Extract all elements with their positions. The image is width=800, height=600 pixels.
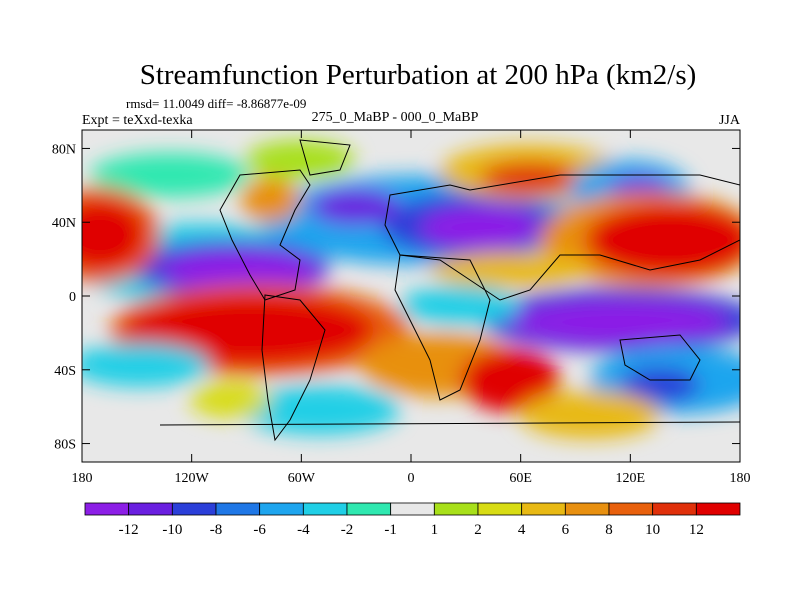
contour-blob (460, 348, 560, 412)
contour-blob (240, 178, 300, 222)
colorbar: -12 -10 -8 -6 -4 -2 -1 1 2 4 6 8 10 12 (84, 502, 741, 538)
colorbar-label: 4 (518, 522, 526, 538)
contour-blob (400, 285, 520, 325)
colorbar-swatch (477, 502, 523, 516)
difference-label: 275_0_MaBP - 000_0_MaBP (312, 110, 479, 125)
stats-label: rmsd= 11.0049 diff= -8.86877e-09 (126, 96, 306, 111)
colorbar-swatch (259, 502, 304, 516)
colorbar-label: 6 (562, 522, 570, 538)
colorbar-swatch (564, 502, 610, 516)
colorbar-swatch (128, 502, 173, 516)
colorbar-swatch (215, 502, 261, 516)
contour-blob (240, 385, 400, 435)
contour-blob (125, 294, 375, 366)
colorbar-label: -12 (119, 522, 139, 538)
contour-blob (160, 250, 320, 290)
colorbar-swatch (390, 502, 435, 516)
contour-blob (480, 162, 580, 194)
contour-blob (420, 206, 540, 250)
contour-field (82, 130, 740, 462)
colorbar-swatch (652, 502, 697, 516)
x-tick-label: 0 (408, 471, 415, 486)
colorbar-label: -2 (341, 522, 354, 538)
contour-blob (520, 391, 660, 439)
colorbar-label: -6 (253, 522, 266, 538)
y-tick-label: 80S (54, 438, 76, 453)
colorbar-swatch (433, 502, 479, 516)
contour-blob (510, 300, 730, 344)
x-tick-label: 180 (72, 471, 93, 486)
colorbar-swatch (521, 502, 566, 516)
contour-blob (190, 382, 270, 418)
y-tick-label: 40S (54, 364, 76, 379)
colorbar-swatch (84, 502, 130, 516)
contour-blob (245, 140, 355, 180)
contour-blob (310, 189, 400, 225)
contour-blob (430, 252, 590, 288)
colorbar-label: 1 (431, 522, 439, 538)
colorbar-label: -8 (210, 522, 223, 538)
x-tick-label: 120W (175, 471, 210, 486)
x-tick-label: 60E (509, 471, 532, 486)
x-tick-label: 180 (730, 471, 751, 486)
y-tick-label: 40N (52, 216, 76, 231)
season-label: JJA (719, 113, 741, 128)
colorbar-label: -4 (297, 522, 310, 538)
x-axis: 180 120W 60W 0 60E 120E 180 (72, 130, 751, 486)
y-axis: 80N 40N 0 40S 80S (52, 142, 740, 453)
colorbar-label: 12 (689, 522, 704, 538)
contour-blob (82, 343, 210, 387)
x-tick-label: 120E (616, 471, 646, 486)
contour-blob (620, 367, 700, 403)
colorbar-swatch (302, 502, 348, 516)
contour-blob (82, 199, 145, 271)
colorbar-label: -10 (162, 522, 182, 538)
coastlines (159, 139, 740, 442)
y-tick-label: 0 (69, 290, 76, 305)
x-tick-label: 60W (288, 471, 316, 486)
colorbar-swatch (695, 502, 741, 516)
chart-title: Streamfunction Perturbation at 200 hPa (… (140, 59, 697, 91)
colorbar-swatch (608, 502, 654, 516)
colorbar-label: 2 (474, 522, 482, 538)
experiment-label: Expt = teXxd-texka (82, 113, 193, 128)
colorbar-swatch (171, 502, 217, 516)
colorbar-label: 10 (645, 522, 660, 538)
colorbar-swatch (346, 502, 392, 516)
colorbar-label: -1 (384, 522, 397, 538)
colorbar-label: 8 (605, 522, 613, 538)
contour-blob (585, 202, 740, 278)
y-tick-label: 80N (52, 142, 76, 157)
contour-blob (90, 153, 250, 197)
